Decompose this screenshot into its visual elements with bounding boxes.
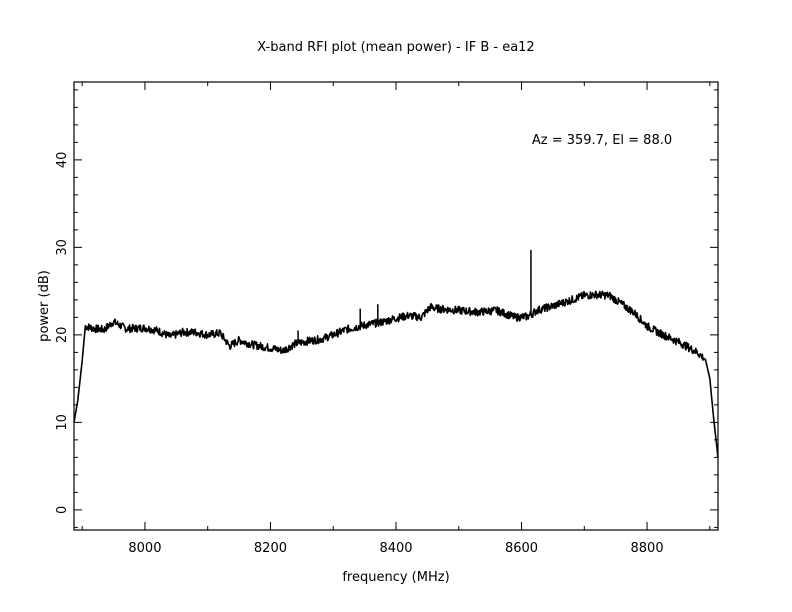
az-el-annotation: Az = 359.7, El = 88.0 <box>532 133 672 148</box>
y-axis-label: power (dB) <box>37 270 52 342</box>
y-tick-label: 30 <box>55 239 70 256</box>
x-tick-label: 8200 <box>254 541 287 556</box>
x-tick-label: 8800 <box>631 541 664 556</box>
x-tick-label: 8600 <box>505 541 538 556</box>
x-axis-label: frequency (MHz) <box>342 570 449 585</box>
x-tick-label: 8000 <box>128 541 161 556</box>
y-tick-label: 10 <box>55 414 70 431</box>
y-tick-label: 20 <box>55 327 70 344</box>
x-tick-label: 8400 <box>379 541 412 556</box>
chart-title: X-band RFI plot (mean power) - IF B - ea… <box>257 40 534 55</box>
y-tick-label: 40 <box>55 152 70 169</box>
power-series-line <box>73 290 719 458</box>
y-tick-label: 0 <box>55 506 70 514</box>
plot-frame <box>73 81 719 531</box>
